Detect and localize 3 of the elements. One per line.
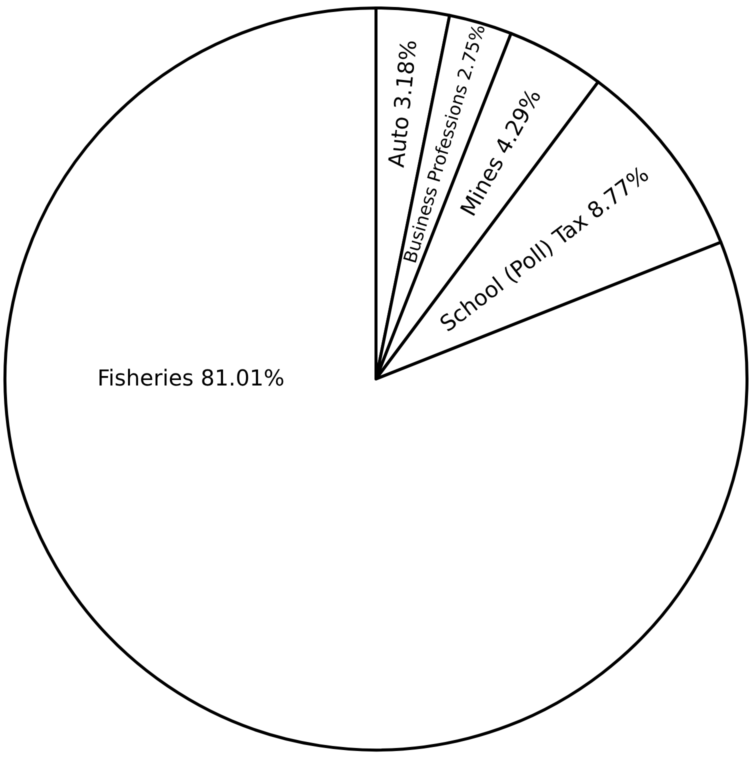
slice-label: Fisheries 81.01% <box>97 366 284 392</box>
slice-label: Auto 3.18% <box>384 38 422 169</box>
pie-slice <box>4 6 748 752</box>
